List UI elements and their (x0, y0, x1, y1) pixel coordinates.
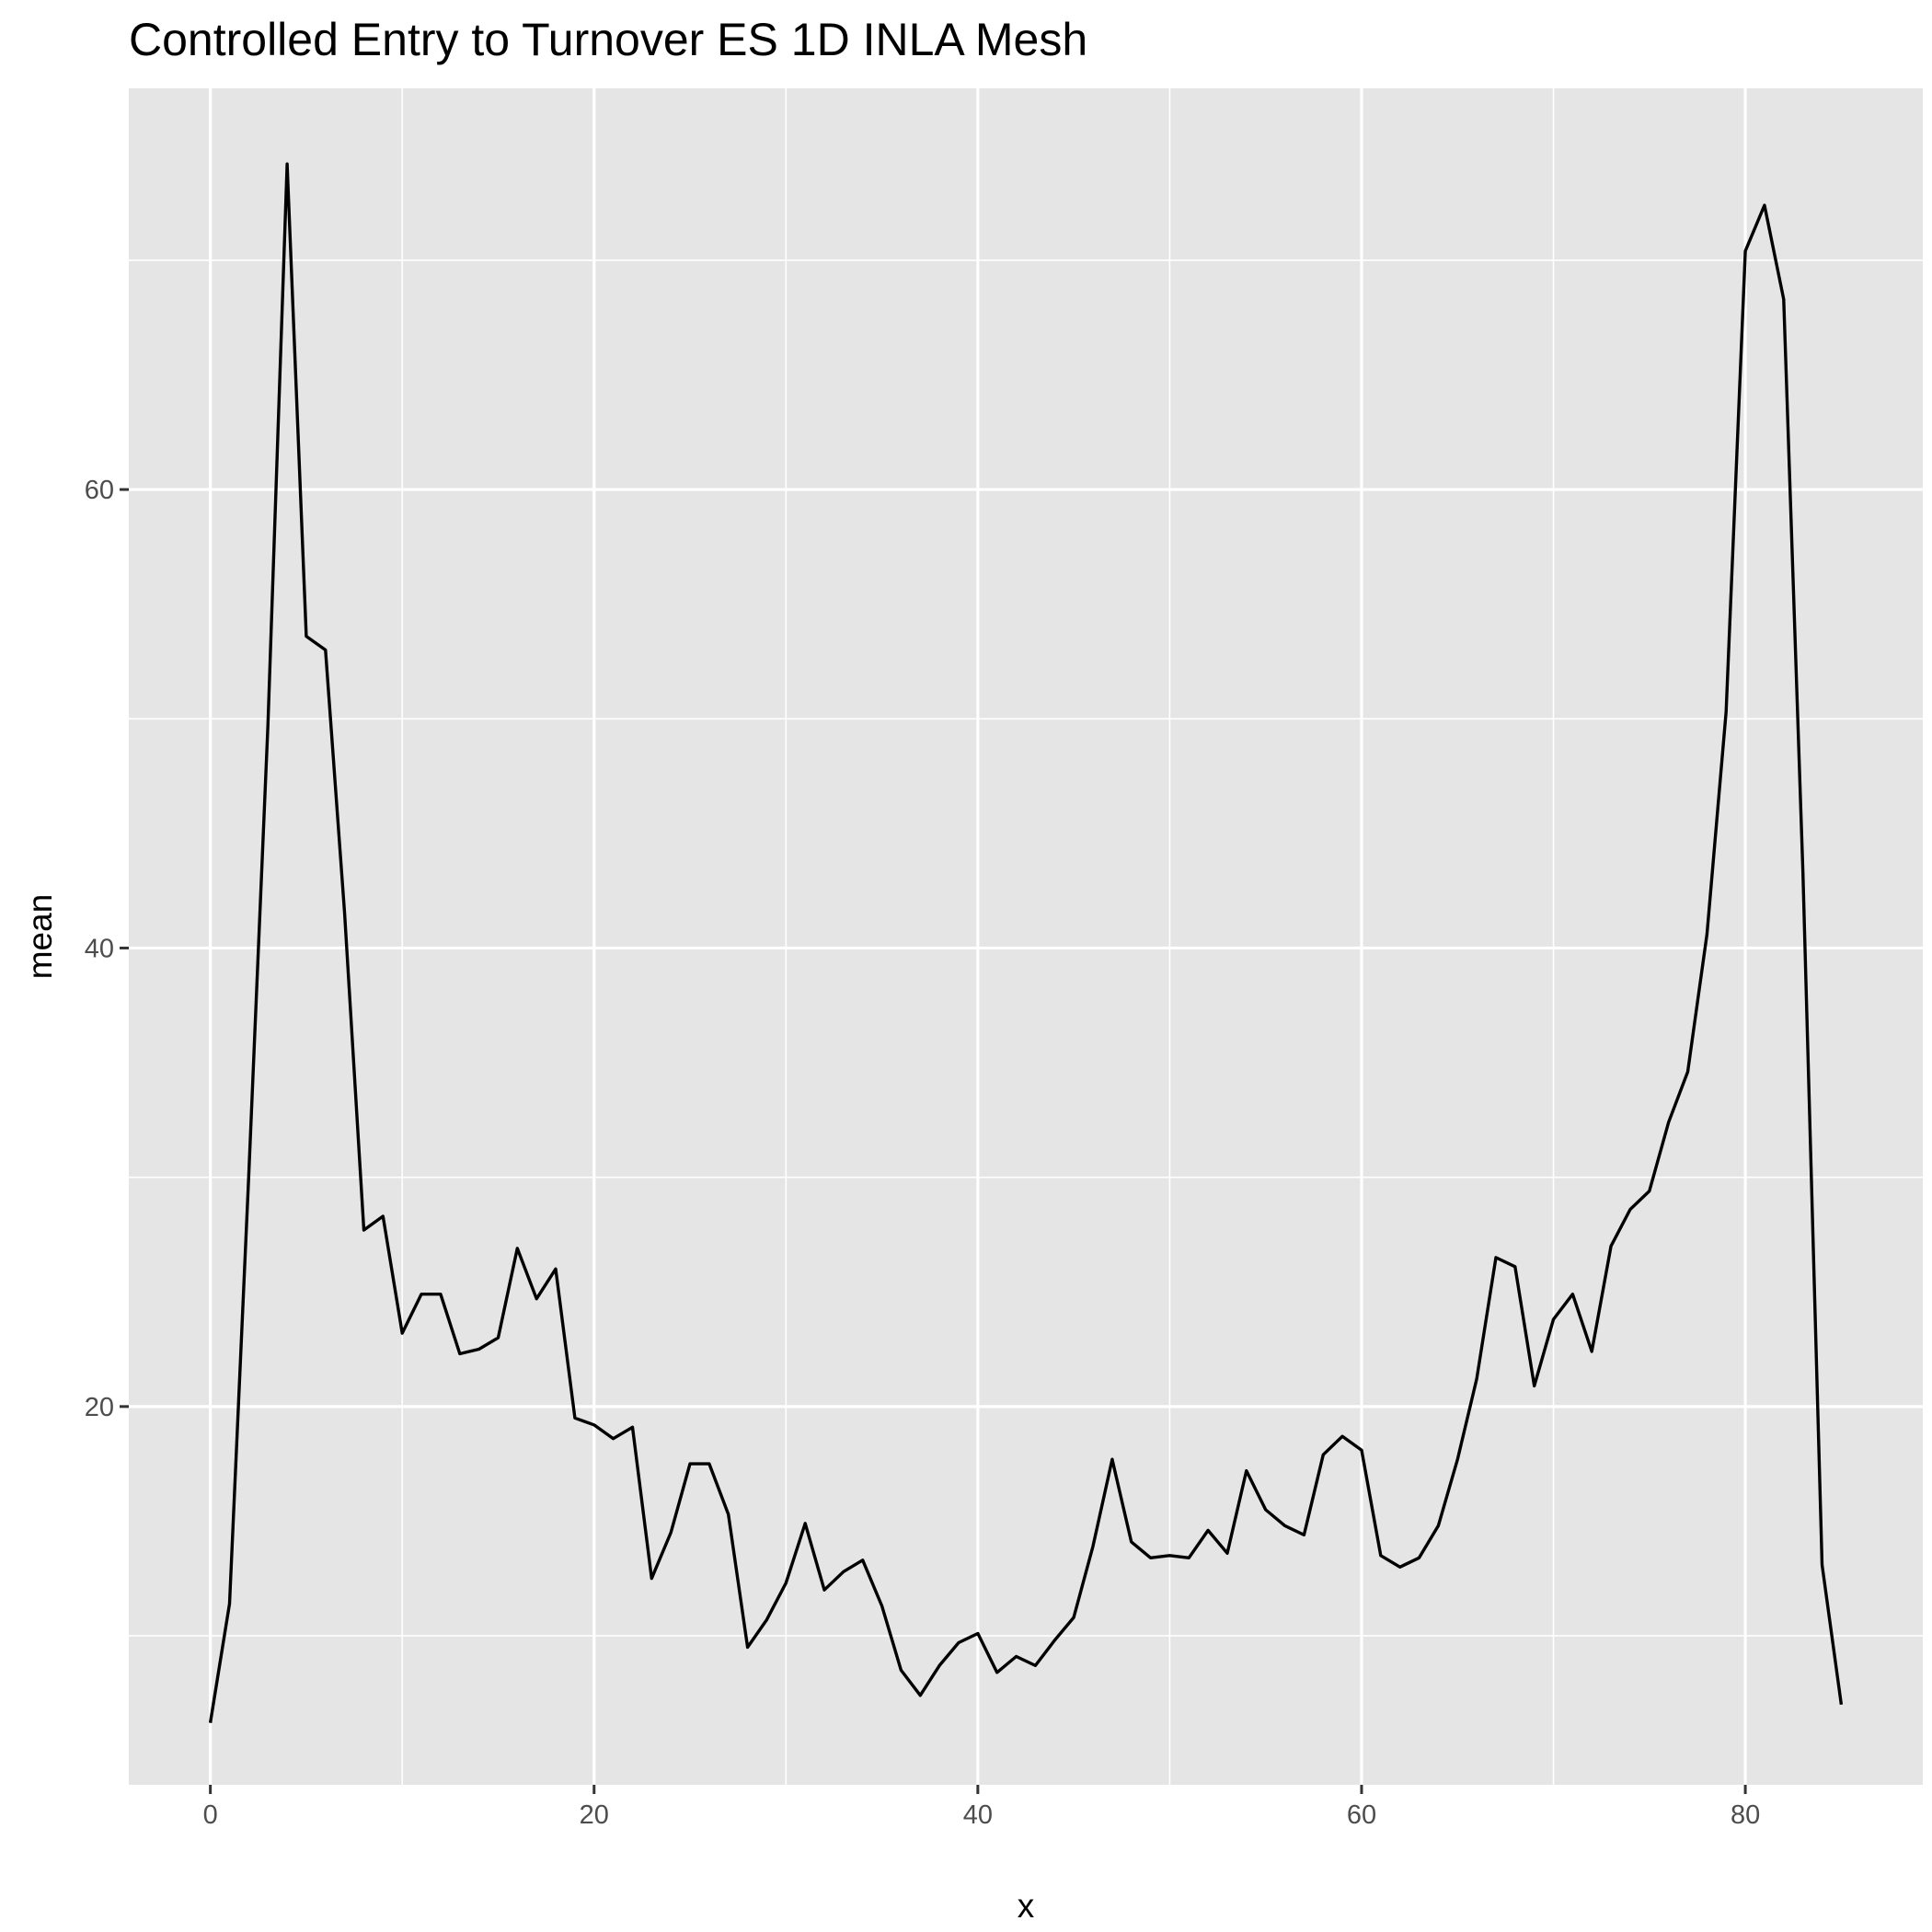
y-tick-label: 20 (85, 1393, 114, 1422)
x-tick-label: 20 (580, 1800, 609, 1830)
minor-gridlines (129, 88, 1923, 1785)
y-axis: 20 40 60 (85, 476, 129, 1422)
major-gridlines (129, 88, 1923, 1785)
y-tick-label: 60 (85, 476, 114, 505)
plot-panel (129, 88, 1923, 1785)
chart-title: Controlled Entry to Turnover ES 1D INLA … (129, 14, 1087, 65)
x-tick-label: 60 (1347, 1800, 1376, 1830)
x-axis: 0 20 40 60 80 (203, 1785, 1760, 1830)
y-axis-title: mean (21, 894, 59, 980)
series-line (208, 162, 1844, 1723)
x-axis-title: x (1018, 1887, 1035, 1925)
x-tick-label: 40 (963, 1800, 993, 1830)
x-tick-label: 0 (203, 1800, 218, 1830)
y-tick-label: 40 (85, 934, 114, 963)
x-tick-label: 80 (1731, 1800, 1760, 1830)
